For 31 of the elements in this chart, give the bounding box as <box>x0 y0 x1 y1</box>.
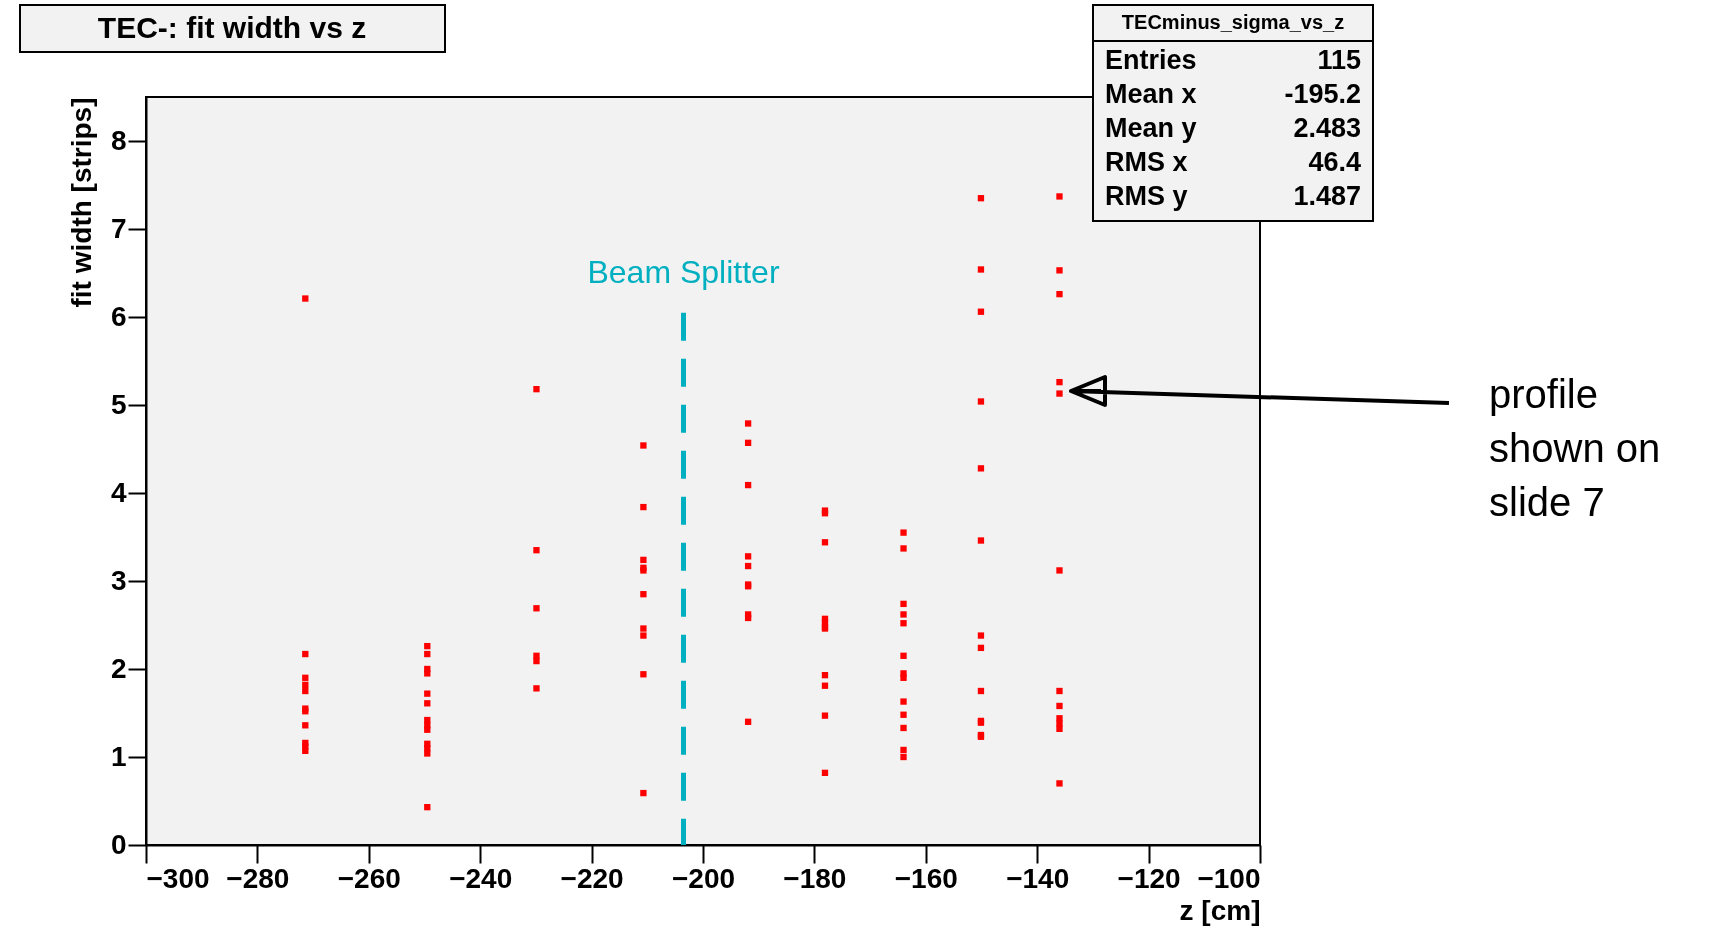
x-tick-label: −280 <box>226 862 290 894</box>
text: Entries 115 <box>1105 45 1361 75</box>
x-tick-label: −140 <box>1006 862 1070 894</box>
x-tick-label: −160 <box>894 862 958 894</box>
y-axis-title: fit width [strips] <box>65 97 97 308</box>
y-tick-label: 4 <box>110 476 127 508</box>
x-tick-label: −120 <box>1117 862 1181 894</box>
y-tick-label: 7 <box>110 212 127 244</box>
text: Mean x -195.2 <box>1105 79 1361 109</box>
y-tick-label: 1 <box>110 740 127 772</box>
y-tick-label: 8 <box>110 124 127 156</box>
y-tick-label: 3 <box>110 564 127 596</box>
y-tick-label: 5 <box>110 388 127 420</box>
chart-title: TEC-: fit width vs z <box>97 11 367 44</box>
text: RMS y 1.487 <box>1105 181 1361 211</box>
x-tick-label: −260 <box>337 862 401 894</box>
text: profile shown on slide 7 <box>1489 372 1661 524</box>
text: RMS x 46.4 <box>1105 147 1361 177</box>
y-tick-label: 0 <box>110 828 127 860</box>
ref-line-label: Beam Splitter <box>587 253 780 290</box>
y-tick-label: 2 <box>110 652 127 684</box>
x-tick-label: −180 <box>783 862 847 894</box>
x-tick-label: −240 <box>449 862 513 894</box>
x-tick-label: −200 <box>671 862 736 894</box>
x-tick-label: −300 <box>146 862 210 894</box>
text: TECminus_sigma_vs_z <box>1121 11 1345 33</box>
x-tick-label: −100 <box>1197 862 1261 894</box>
x-tick-label: −220 <box>560 862 624 894</box>
y-tick-label: 6 <box>110 300 127 332</box>
x-axis-title: z [cm] <box>1179 894 1261 926</box>
text: Mean y 2.483 <box>1105 113 1361 143</box>
